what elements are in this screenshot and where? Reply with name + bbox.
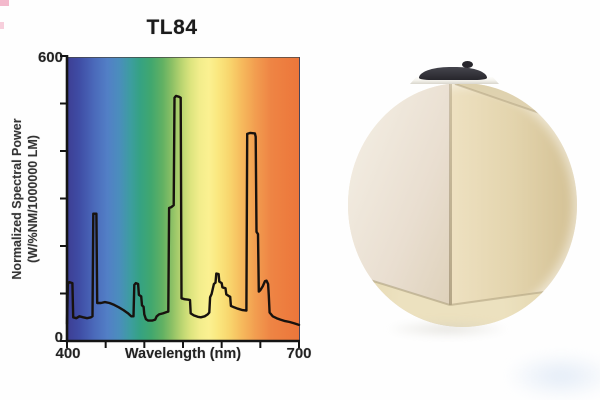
scan-artifact-pink bbox=[0, 0, 9, 6]
x-tick-label-max: 700 bbox=[286, 345, 312, 362]
lamp-fixture-knob bbox=[462, 61, 473, 68]
spectrum-gradient-background bbox=[68, 57, 300, 342]
booth-corner-line bbox=[449, 84, 452, 305]
axes bbox=[65, 55, 300, 343]
booth-circle-crop bbox=[348, 83, 577, 327]
lamp-fixture-band bbox=[410, 76, 499, 84]
scan-artifact-pink-small bbox=[0, 22, 4, 29]
spectral-power-chart: TL84 Normalized Spectral Power (W/%NM/10… bbox=[10, 16, 312, 362]
bluish-floor-shadow bbox=[505, 352, 600, 400]
lamp-fixture-dome bbox=[419, 67, 487, 80]
x-tick-label-min: 400 bbox=[55, 345, 81, 362]
y-tick-label-max: 600 bbox=[37, 49, 63, 66]
x-axis-label: Wavelength (nm) bbox=[124, 346, 242, 362]
booth-drop-shadow bbox=[385, 320, 510, 338]
chart-title: TL84 bbox=[146, 16, 198, 39]
plot-svg bbox=[60, 55, 301, 348]
spectrum-curve bbox=[65, 94, 301, 327]
y-tick-label-min: 0 bbox=[54, 329, 63, 346]
